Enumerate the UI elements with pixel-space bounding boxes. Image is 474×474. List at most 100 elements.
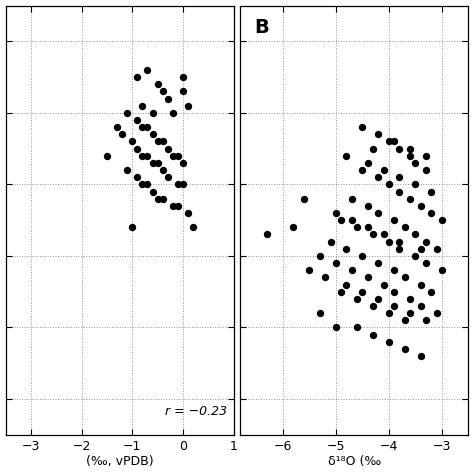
Point (179, 73, 187, 81)
Point (149, 130, 156, 138)
Point (358, 252, 366, 260)
Point (396, 188, 403, 195)
Point (396, 145, 403, 153)
Point (417, 302, 425, 310)
Point (290, 224, 297, 231)
Point (358, 123, 366, 131)
Point (385, 181, 392, 188)
X-axis label: (‰, vPDB): (‰, vPDB) (86, 456, 154, 468)
Point (169, 152, 177, 160)
Point (169, 202, 177, 210)
Point (380, 281, 387, 288)
Point (134, 73, 141, 81)
Point (438, 266, 446, 274)
Point (401, 345, 409, 353)
Point (417, 245, 425, 253)
Point (353, 224, 361, 231)
Point (189, 224, 197, 231)
Point (184, 209, 192, 217)
Point (401, 317, 409, 324)
Point (169, 109, 177, 117)
Point (358, 166, 366, 174)
Point (337, 288, 345, 295)
Point (374, 259, 382, 267)
Point (144, 152, 151, 160)
Point (134, 173, 141, 181)
Point (422, 166, 430, 174)
Point (184, 102, 192, 109)
Point (179, 88, 187, 95)
Point (337, 217, 345, 224)
Point (364, 273, 372, 281)
Point (364, 202, 372, 210)
Point (179, 181, 187, 188)
Point (118, 130, 126, 138)
Point (138, 181, 146, 188)
Text: B: B (254, 18, 269, 37)
Point (332, 209, 340, 217)
Point (406, 295, 414, 303)
Point (428, 288, 435, 295)
Point (128, 224, 136, 231)
Point (144, 123, 151, 131)
Point (103, 152, 111, 160)
Point (396, 245, 403, 253)
Point (380, 166, 387, 174)
Point (391, 302, 398, 310)
Point (411, 231, 419, 238)
Point (396, 238, 403, 246)
Point (417, 202, 425, 210)
Point (417, 352, 425, 360)
Point (300, 195, 308, 202)
Point (316, 310, 324, 317)
Point (364, 159, 372, 167)
Point (385, 137, 392, 145)
Point (113, 123, 121, 131)
Point (385, 310, 392, 317)
Point (369, 302, 377, 310)
Point (411, 252, 419, 260)
Point (149, 188, 156, 195)
Point (358, 288, 366, 295)
Point (369, 331, 377, 338)
Point (138, 123, 146, 131)
Point (401, 224, 409, 231)
Point (154, 159, 162, 167)
Point (327, 238, 334, 246)
Point (348, 195, 356, 202)
Point (154, 195, 162, 202)
Point (401, 273, 409, 281)
Point (159, 166, 166, 174)
Point (369, 231, 377, 238)
Point (422, 238, 430, 246)
Point (179, 159, 187, 167)
Point (391, 266, 398, 274)
Point (406, 152, 414, 160)
Point (369, 145, 377, 153)
Point (144, 66, 151, 74)
Point (343, 152, 350, 160)
Point (348, 217, 356, 224)
Point (385, 338, 392, 346)
Point (134, 116, 141, 124)
Point (406, 310, 414, 317)
Point (164, 95, 172, 102)
Point (353, 324, 361, 331)
Point (164, 145, 172, 153)
Point (353, 295, 361, 303)
Point (343, 281, 350, 288)
Point (428, 188, 435, 195)
Point (391, 137, 398, 145)
Point (380, 231, 387, 238)
Point (134, 145, 141, 153)
Point (391, 288, 398, 295)
Point (159, 88, 166, 95)
Point (154, 81, 162, 88)
Point (411, 181, 419, 188)
Text: r = −0.23: r = −0.23 (164, 405, 227, 418)
Point (343, 245, 350, 253)
Point (411, 159, 419, 167)
Point (438, 217, 446, 224)
Point (406, 195, 414, 202)
Point (374, 130, 382, 138)
